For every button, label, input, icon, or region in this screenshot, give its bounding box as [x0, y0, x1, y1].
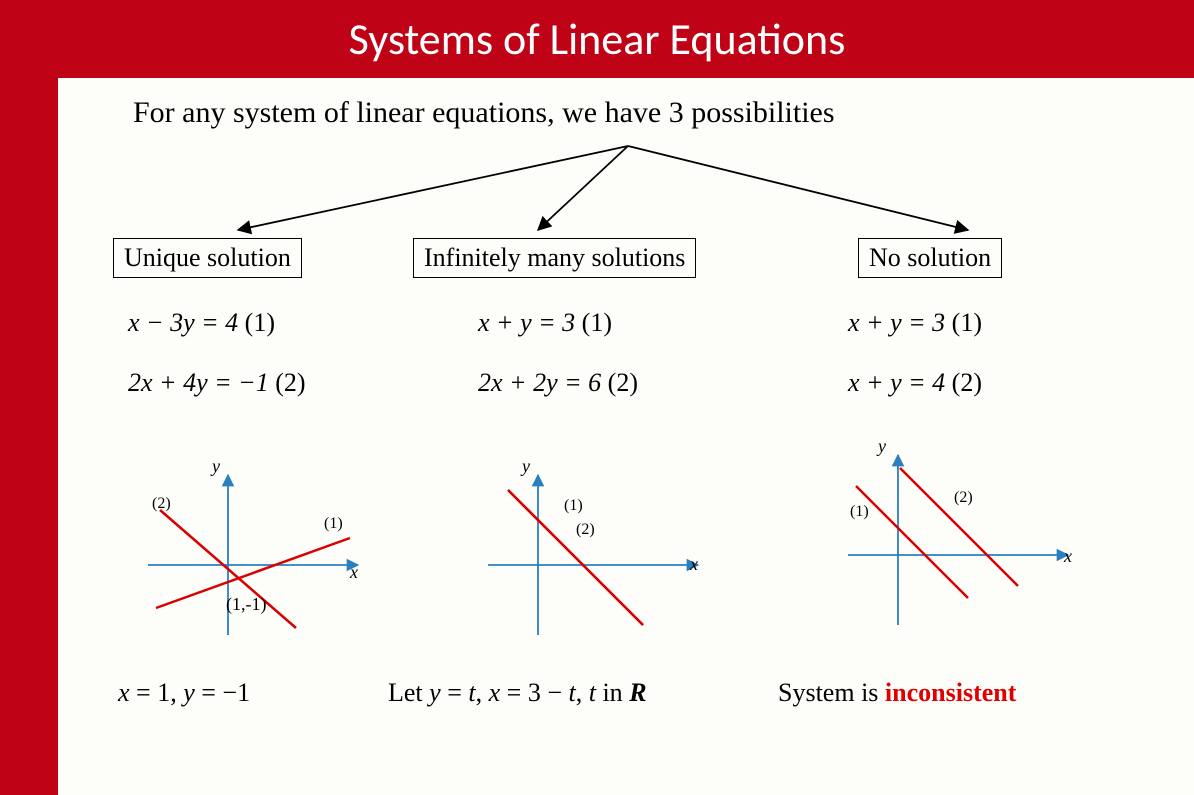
- svg-text:(2): (2): [576, 521, 595, 538]
- solution-none: System is inconsistent: [778, 678, 1016, 708]
- branch-box-infinite: Infinitely many solutions: [413, 238, 696, 278]
- equation-infinite-eq2: 2x + 2y = 6 (2): [478, 368, 638, 398]
- svg-text:y: y: [876, 436, 886, 456]
- graph-infinite: (1) (2) y x: [468, 450, 708, 650]
- svg-text:x: x: [349, 562, 358, 582]
- svg-text:(2): (2): [152, 495, 171, 512]
- left-sidebar: [0, 78, 58, 795]
- content-area: For any system of linear equations, we h…: [58, 78, 1194, 795]
- branch-box-none: No solution: [858, 238, 1002, 278]
- equation-unique-eq2: 2x + 4y = −1 (2): [128, 368, 306, 398]
- graph-unique: (1) (2) (1,-1) y x: [128, 450, 368, 650]
- solution-unique: x = 1, y = −1: [118, 678, 250, 708]
- page-title: Systems of Linear Equations: [349, 12, 846, 66]
- svg-text:y: y: [520, 456, 530, 476]
- solution-infinite: Let y = t, x = 3 − t, t in R: [388, 678, 647, 708]
- equation-unique-eq1: x − 3y = 4 (1): [128, 308, 275, 338]
- branching-arrows: [138, 138, 1118, 238]
- graph-none: (1) (2) y x: [818, 430, 1078, 650]
- branch-box-unique: Unique solution: [113, 238, 302, 278]
- svg-text:(1): (1): [850, 503, 869, 520]
- equation-infinite-eq1: x + y = 3 (1): [478, 308, 612, 338]
- equation-none-eq1: x + y = 3 (1): [848, 308, 982, 338]
- equation-none-eq2: x + y = 4 (2): [848, 368, 982, 398]
- svg-text:x: x: [689, 554, 698, 574]
- svg-text:(1): (1): [324, 515, 343, 532]
- svg-text:(1): (1): [564, 497, 583, 514]
- svg-text:x: x: [1063, 546, 1072, 566]
- svg-text:(2): (2): [954, 489, 973, 506]
- title-banner: Systems of Linear Equations: [0, 0, 1194, 78]
- svg-text:y: y: [210, 456, 220, 476]
- svg-text:(1,-1): (1,-1): [226, 594, 266, 615]
- intro-text: For any system of linear equations, we h…: [133, 96, 835, 130]
